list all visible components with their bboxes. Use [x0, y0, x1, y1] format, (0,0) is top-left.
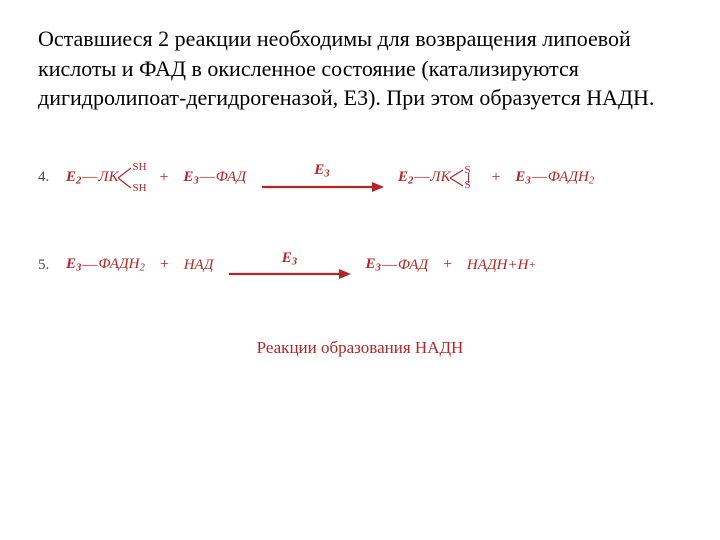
- rxn4-arrow: E3: [260, 163, 384, 192]
- reaction-4-number: 4.: [38, 169, 66, 186]
- branch-open-icon: SH SH: [117, 165, 145, 191]
- plus-icon: +: [159, 169, 170, 187]
- arrow-icon: [260, 181, 384, 193]
- rxn5-reactant-1: E3 — ФАДН2: [66, 256, 145, 274]
- reaction-4-body: E2 — ЛК SH SH + E3 — ФАД E3: [66, 163, 682, 192]
- rxn5-reactant-2: НАД: [184, 257, 214, 274]
- arrow-icon: [227, 268, 351, 280]
- plus-icon: +: [159, 256, 170, 274]
- rxn5-arrow: E3: [227, 251, 351, 280]
- reaction-5-body: E3 — ФАДН2 + НАД E3 E3 — ФАД +: [66, 251, 682, 280]
- rxn4-product-1: E2 — ЛК S S: [398, 165, 477, 191]
- intro-paragraph: Оставшиеся 2 реакции необходимы для возв…: [38, 24, 682, 113]
- plus-icon: +: [491, 169, 502, 187]
- rxn4-reactant-2: E3 — ФАД: [183, 169, 246, 187]
- rxn4-product-2: E3 — ФАДН2: [515, 169, 594, 187]
- figure-caption: Реакции образования НАДН: [38, 338, 682, 358]
- plus-icon: +: [442, 256, 453, 274]
- reaction-5-number: 5.: [38, 257, 66, 274]
- branch-closed-icon: S S: [449, 165, 477, 191]
- page: Оставшиеся 2 реакции необходимы для возв…: [0, 0, 720, 540]
- reaction-4: 4. E2 — ЛК SH SH + E3 — ФАД: [38, 163, 682, 192]
- rxn5-product-1: E3 — ФАД: [365, 256, 428, 274]
- rxn4-reactant-1: E2 — ЛК SH SH: [66, 165, 145, 191]
- reaction-5: 5. E3 — ФАДН2 + НАД E3 E3 —: [38, 251, 682, 280]
- rxn5-product-2: НАДН+Н+: [467, 257, 536, 274]
